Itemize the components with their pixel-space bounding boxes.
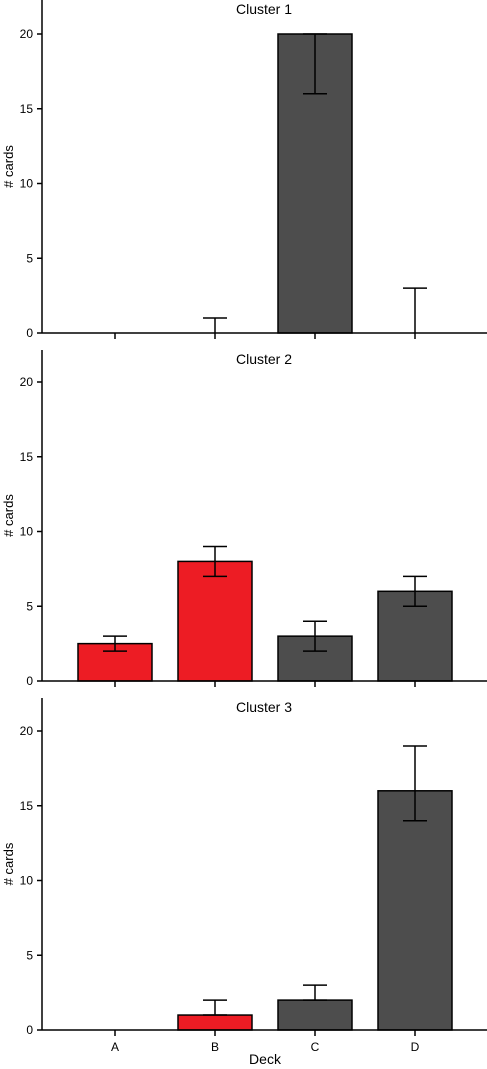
- x-tick-label: D: [411, 1040, 420, 1054]
- chart-title: Cluster 2: [236, 351, 292, 367]
- x-axis-label: Deck: [249, 1051, 282, 1067]
- chart-title: Cluster 3: [236, 699, 292, 715]
- y-tick-label: 15: [20, 102, 34, 116]
- y-tick-label: 5: [26, 948, 33, 962]
- chart-title: Cluster 1: [236, 1, 292, 17]
- x-tick-label: C: [311, 1040, 320, 1054]
- x-tick-label: A: [111, 1040, 119, 1054]
- y-tick-label: 0: [26, 674, 33, 688]
- y-axis-label: # cards: [1, 842, 16, 885]
- y-tick-label: 20: [20, 27, 34, 41]
- y-tick-label: 20: [20, 375, 34, 389]
- y-axis-label: # cards: [1, 145, 16, 188]
- y-tick-label: 5: [26, 599, 33, 613]
- y-tick-label: 10: [20, 177, 34, 191]
- y-tick-label: 5: [26, 251, 33, 265]
- y-tick-label: 0: [26, 326, 33, 340]
- x-tick-label: B: [211, 1040, 219, 1054]
- bar-B: [177, 1014, 253, 1031]
- y-tick-label: 10: [20, 874, 34, 888]
- y-tick-label: 15: [20, 450, 34, 464]
- y-tick-label: 0: [26, 1023, 33, 1037]
- chart-panel-2: Cluster 2 # cards 0 5 10 15 20: [1, 350, 487, 688]
- y-tick-label: 10: [20, 525, 34, 539]
- y-tick-label: 15: [20, 799, 34, 813]
- y-tick-label: 20: [20, 724, 34, 738]
- bar-D: [377, 790, 453, 1031]
- y-axis-label: # cards: [1, 494, 16, 537]
- chart-panel-1: Cluster 1 # cards 0 5 10 15 20: [1, 0, 487, 340]
- chart-panel-3: Cluster 3 # cards 0 5 10 15 20 A B C D Deck: [1, 698, 487, 1067]
- bar-C: [277, 999, 353, 1031]
- bar-B: [177, 560, 253, 682]
